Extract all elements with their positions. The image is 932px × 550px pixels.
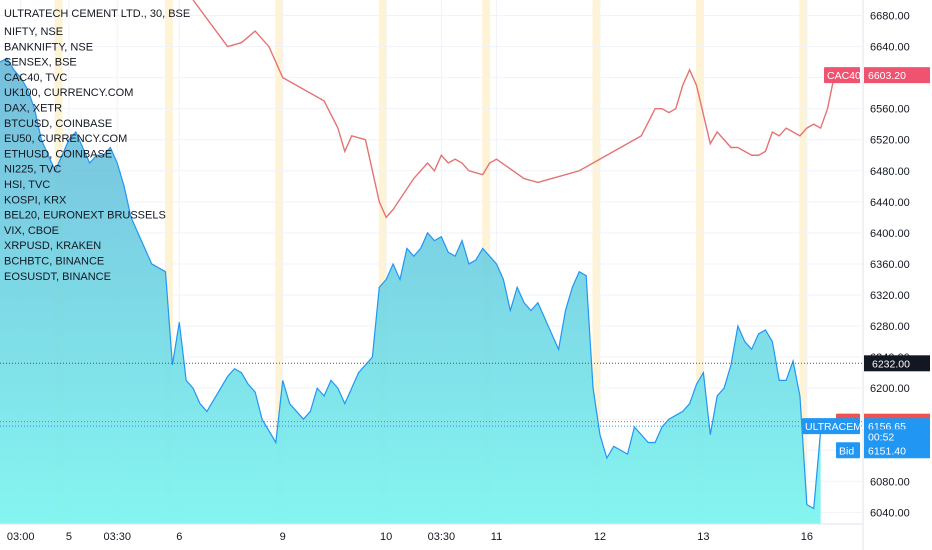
legend-symbol[interactable]: BCHBTC, BINANCE [4,256,104,268]
price-tag-label-bg [802,418,860,435]
y-tick-label: 6680.00 [870,11,910,23]
legend-symbol[interactable]: XRPUSD, KRAKEN [4,240,101,252]
price-tag-label-bg [824,67,860,84]
session-band [275,0,284,524]
legend-symbol[interactable]: BTCUSD, COINBASE [4,118,112,130]
y-tick-label: 6200.00 [870,383,910,395]
x-tick-label: 03:30 [428,531,456,543]
countdown-value: 00:52 [868,431,894,443]
y-tick-label: 6520.00 [870,135,910,147]
x-tick-label: 16 [801,531,813,543]
y-tick-label: 6480.00 [870,166,910,178]
ultracemco-area [0,58,821,524]
price-tag-countdown[interactable]: 00:52 [864,429,930,444]
x-tick-label: 11 [491,531,502,543]
legend-symbol[interactable]: VIX, CBOE [4,225,59,237]
price-tag-label: ULTRACEMCO [805,421,878,433]
price-tag-label: Bid [839,445,854,457]
x-tick-label: 03:00 [7,531,35,543]
session-band [592,0,601,524]
legend-symbol[interactable]: CAC40, TVC [4,72,67,84]
legend-symbol[interactable]: NI225, TVC [4,164,61,176]
legend-symbol[interactable]: SENSEX, BSE [4,57,77,69]
y-tick-label: 6040.00 [870,507,910,519]
countdown-bg [864,429,930,444]
session-band [378,0,387,524]
price-tag-label: CAC40 [827,70,861,82]
legend-symbol[interactable]: KOSPI, KRX [4,194,67,206]
legend-symbol[interactable]: NIFTY, NSE [4,26,63,38]
y-tick-label: 6400.00 [870,228,910,240]
y-tick-label: 6560.00 [870,104,910,116]
legend-symbol[interactable]: HSI, TVC [4,179,50,191]
price-tag-value: 6603.20 [868,70,906,82]
y-tick-label: 6360.00 [870,259,910,271]
legend-symbol[interactable]: BANKNIFTY, NSE [4,41,93,53]
legend-symbol[interactable]: BEL20, EURONEXT BRUSSELS [4,210,166,222]
legend-symbol[interactable]: DAX, XETR [4,103,62,115]
y-tick-label: 6320.00 [870,290,910,302]
y-tick-label: 6080.00 [870,476,910,488]
price-tag-last-close[interactable]: 6232.00 [864,355,930,372]
legend-symbol[interactable]: EOSUSDT, BINANCE [4,271,111,283]
price-tag-bg [864,442,930,459]
y-tick-label: 6640.00 [870,42,910,54]
price-tag-CAC40[interactable]: CAC40 6603.20 [824,67,930,84]
y-tick-label: 6440.00 [870,197,910,209]
x-tick-label: 03:30 [103,531,131,543]
x-tick-label: 9 [280,531,286,543]
price-tag-bg [864,355,930,372]
price-tag-bg [864,67,930,84]
x-tick-label: 12 [594,531,606,543]
ultracemco-line[interactable] [0,57,822,510]
legend-symbol[interactable]: UK100, CURRENCY.COM [4,87,133,99]
price-tag-value: 6151.40 [868,445,906,457]
chart-title: ULTRATECH CEMENT LTD., 30, BSE [4,8,190,20]
session-band [695,0,704,524]
session-band [799,0,808,524]
price-tag-value: 6232.00 [872,358,910,370]
session-band [164,0,173,524]
x-tick-label: 10 [380,531,392,543]
legend-symbol[interactable]: ETHUSD, COINBASE [4,148,112,160]
x-tick-label: 5 [66,531,72,543]
price-tag-bid[interactable]: Bid 6151.40 [836,442,930,459]
y-tick-label: 6280.00 [870,321,910,333]
x-tick-label: 13 [697,531,709,543]
cac40-line[interactable] [192,0,836,219]
legend-symbol[interactable]: EU50, CURRENCY.COM [4,133,127,145]
x-tick-label: 6 [176,531,182,543]
price-tag-label-bg [836,442,860,459]
